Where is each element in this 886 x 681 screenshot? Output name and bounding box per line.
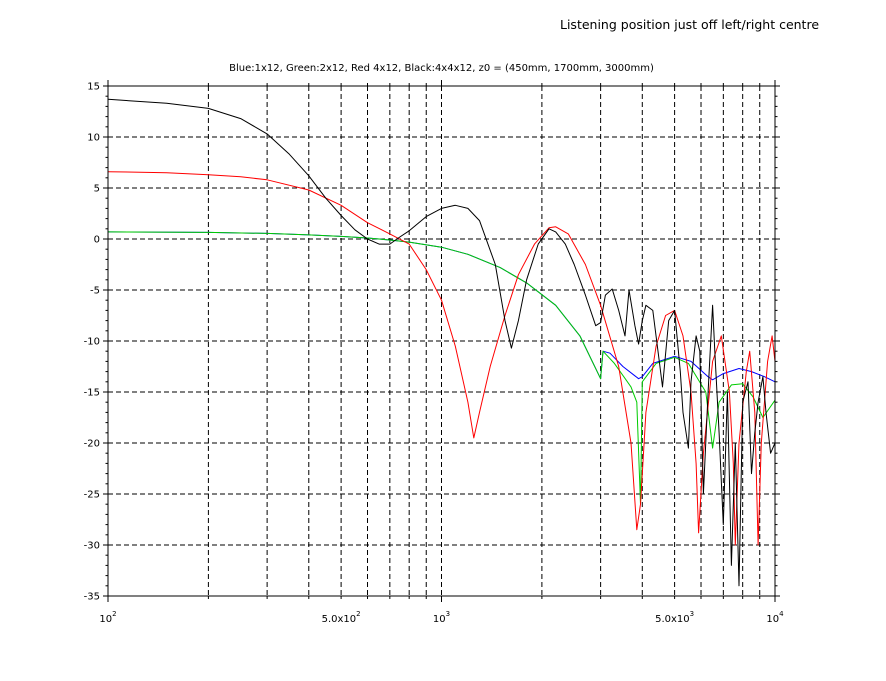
y-tick-label: -5: [90, 286, 100, 297]
y-tick-label: -25: [84, 490, 100, 501]
series-layer: [107, 98, 776, 587]
y-tick-label: -20: [84, 439, 100, 450]
window-title: Listening position just off left/right c…: [560, 17, 820, 32]
y-tick-label: -35: [84, 592, 100, 603]
y-tick-label: 5: [94, 184, 100, 195]
x-tick-label: 5.0x102: [322, 610, 361, 625]
y-tick-label: -10: [84, 337, 100, 348]
y-tick-label: 10: [87, 133, 100, 144]
series-line: [107, 98, 776, 587]
x-tick-label: 104: [766, 610, 784, 625]
x-tick-label: 5.0x103: [655, 610, 694, 625]
series-line: [107, 171, 776, 546]
x-tick-label: 103: [433, 610, 450, 625]
y-tick-label: -30: [84, 541, 100, 552]
y-tick-label: -15: [84, 388, 100, 399]
y-tick-label: 15: [87, 82, 100, 93]
x-tick-label: 102: [99, 610, 116, 625]
y-axis: 15 10 5 0 -5 -10 -15 -20 -25 -30 -35: [84, 82, 780, 603]
y-tick-label: 0: [94, 235, 100, 246]
x-axis: 102 5.0x102 103 5.0x103 104: [99, 80, 784, 625]
grid-lines: [108, 86, 775, 596]
plot-title: Blue:1x12, Green:2x12, Red 4x12, Black:4…: [229, 63, 654, 74]
